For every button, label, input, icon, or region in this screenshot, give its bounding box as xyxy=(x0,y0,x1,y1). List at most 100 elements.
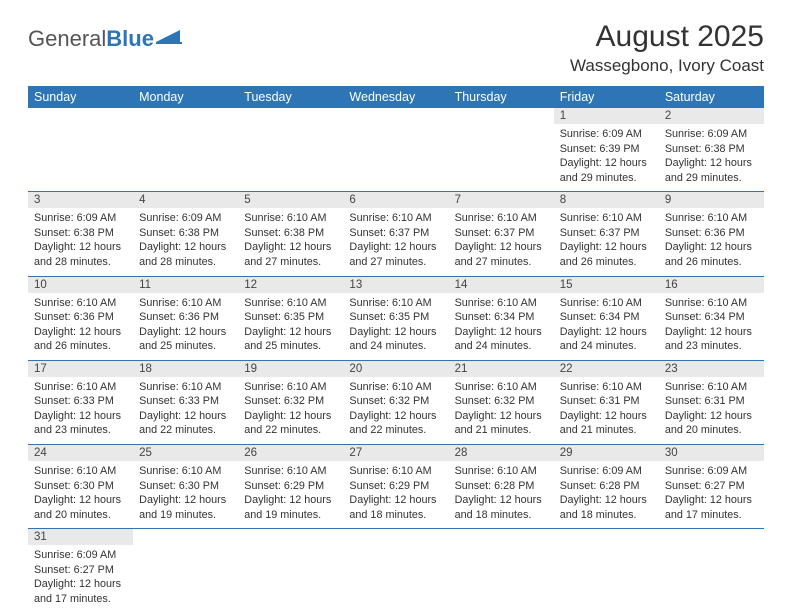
sunset-text: Sunset: 6:31 PM xyxy=(665,394,758,409)
calendar-cell: 20Sunrise: 6:10 AMSunset: 6:32 PMDayligh… xyxy=(343,360,448,444)
daylight-text: Daylight: 12 hours and 18 minutes. xyxy=(455,493,548,522)
sunrise-text: Sunrise: 6:10 AM xyxy=(244,296,337,311)
sunrise-text: Sunrise: 6:09 AM xyxy=(139,211,232,226)
sunrise-text: Sunrise: 6:10 AM xyxy=(349,464,442,479)
calendar-cell: 8Sunrise: 6:10 AMSunset: 6:37 PMDaylight… xyxy=(554,192,659,276)
day-number: 5 xyxy=(238,192,343,208)
sunset-text: Sunset: 6:30 PM xyxy=(34,479,127,494)
daylight-text: Daylight: 12 hours and 24 minutes. xyxy=(560,325,653,354)
day-details: Sunrise: 6:10 AMSunset: 6:29 PMDaylight:… xyxy=(343,461,448,528)
sunset-text: Sunset: 6:38 PM xyxy=(244,226,337,241)
calendar-cell xyxy=(343,108,448,192)
calendar-week-row: 1Sunrise: 6:09 AMSunset: 6:39 PMDaylight… xyxy=(28,108,764,192)
weekday-header: Tuesday xyxy=(238,86,343,108)
sunrise-text: Sunrise: 6:09 AM xyxy=(34,211,127,226)
sunset-text: Sunset: 6:27 PM xyxy=(34,563,127,578)
sunset-text: Sunset: 6:39 PM xyxy=(560,142,653,157)
calendar-cell: 12Sunrise: 6:10 AMSunset: 6:35 PMDayligh… xyxy=(238,276,343,360)
day-number: 4 xyxy=(133,192,238,208)
logo: GeneralBlue xyxy=(28,26,182,52)
day-number: 28 xyxy=(449,445,554,461)
sunset-text: Sunset: 6:32 PM xyxy=(349,394,442,409)
day-details: Sunrise: 6:10 AMSunset: 6:30 PMDaylight:… xyxy=(28,461,133,528)
daylight-text: Daylight: 12 hours and 27 minutes. xyxy=(244,240,337,269)
day-number: 20 xyxy=(343,361,448,377)
calendar-cell: 24Sunrise: 6:10 AMSunset: 6:30 PMDayligh… xyxy=(28,445,133,529)
day-details: Sunrise: 6:10 AMSunset: 6:34 PMDaylight:… xyxy=(659,293,764,360)
calendar-cell: 25Sunrise: 6:10 AMSunset: 6:30 PMDayligh… xyxy=(133,445,238,529)
day-number: 6 xyxy=(343,192,448,208)
day-number: 24 xyxy=(28,445,133,461)
sunset-text: Sunset: 6:34 PM xyxy=(560,310,653,325)
sunrise-text: Sunrise: 6:09 AM xyxy=(560,464,653,479)
day-details: Sunrise: 6:09 AMSunset: 6:27 PMDaylight:… xyxy=(28,545,133,612)
calendar-cell: 31Sunrise: 6:09 AMSunset: 6:27 PMDayligh… xyxy=(28,529,133,613)
weekday-header-row: SundayMondayTuesdayWednesdayThursdayFrid… xyxy=(28,86,764,108)
sunset-text: Sunset: 6:38 PM xyxy=(34,226,127,241)
daylight-text: Daylight: 12 hours and 26 minutes. xyxy=(34,325,127,354)
day-details: Sunrise: 6:10 AMSunset: 6:36 PMDaylight:… xyxy=(659,208,764,275)
location: Wassegbono, Ivory Coast xyxy=(570,56,764,76)
day-number: 9 xyxy=(659,192,764,208)
sunrise-text: Sunrise: 6:10 AM xyxy=(244,211,337,226)
calendar-cell: 7Sunrise: 6:10 AMSunset: 6:37 PMDaylight… xyxy=(449,192,554,276)
day-details: Sunrise: 6:10 AMSunset: 6:33 PMDaylight:… xyxy=(133,377,238,444)
daylight-text: Daylight: 12 hours and 19 minutes. xyxy=(244,493,337,522)
day-details: Sunrise: 6:09 AMSunset: 6:27 PMDaylight:… xyxy=(659,461,764,528)
weekday-header: Sunday xyxy=(28,86,133,108)
calendar-cell: 9Sunrise: 6:10 AMSunset: 6:36 PMDaylight… xyxy=(659,192,764,276)
sunset-text: Sunset: 6:31 PM xyxy=(560,394,653,409)
sunset-text: Sunset: 6:33 PM xyxy=(139,394,232,409)
calendar-cell: 17Sunrise: 6:10 AMSunset: 6:33 PMDayligh… xyxy=(28,360,133,444)
logo-text-general: General xyxy=(28,26,106,52)
calendar-cell: 18Sunrise: 6:10 AMSunset: 6:33 PMDayligh… xyxy=(133,360,238,444)
day-details: Sunrise: 6:10 AMSunset: 6:36 PMDaylight:… xyxy=(133,293,238,360)
day-details: Sunrise: 6:10 AMSunset: 6:38 PMDaylight:… xyxy=(238,208,343,275)
sunrise-text: Sunrise: 6:10 AM xyxy=(244,380,337,395)
sunrise-text: Sunrise: 6:09 AM xyxy=(665,127,758,142)
calendar-week-row: 3Sunrise: 6:09 AMSunset: 6:38 PMDaylight… xyxy=(28,192,764,276)
calendar-cell: 15Sunrise: 6:10 AMSunset: 6:34 PMDayligh… xyxy=(554,276,659,360)
day-number: 23 xyxy=(659,361,764,377)
calendar-body: 1Sunrise: 6:09 AMSunset: 6:39 PMDaylight… xyxy=(28,108,764,613)
sunrise-text: Sunrise: 6:10 AM xyxy=(139,296,232,311)
sunrise-text: Sunrise: 6:10 AM xyxy=(665,380,758,395)
title-block: August 2025 Wassegbono, Ivory Coast xyxy=(570,20,764,76)
daylight-text: Daylight: 12 hours and 20 minutes. xyxy=(665,409,758,438)
day-number: 2 xyxy=(659,108,764,124)
calendar-cell xyxy=(133,108,238,192)
day-number: 16 xyxy=(659,277,764,293)
calendar-cell xyxy=(554,529,659,613)
day-details: Sunrise: 6:09 AMSunset: 6:39 PMDaylight:… xyxy=(554,124,659,191)
sunrise-text: Sunrise: 6:10 AM xyxy=(560,211,653,226)
sunset-text: Sunset: 6:34 PM xyxy=(455,310,548,325)
day-number: 13 xyxy=(343,277,448,293)
sunrise-text: Sunrise: 6:10 AM xyxy=(244,464,337,479)
sunset-text: Sunset: 6:28 PM xyxy=(560,479,653,494)
day-details: Sunrise: 6:10 AMSunset: 6:31 PMDaylight:… xyxy=(659,377,764,444)
daylight-text: Daylight: 12 hours and 26 minutes. xyxy=(665,240,758,269)
sunrise-text: Sunrise: 6:10 AM xyxy=(349,296,442,311)
calendar-cell xyxy=(133,529,238,613)
day-number: 25 xyxy=(133,445,238,461)
calendar-cell xyxy=(449,529,554,613)
weekday-header: Friday xyxy=(554,86,659,108)
calendar-cell: 3Sunrise: 6:09 AMSunset: 6:38 PMDaylight… xyxy=(28,192,133,276)
daylight-text: Daylight: 12 hours and 26 minutes. xyxy=(560,240,653,269)
daylight-text: Daylight: 12 hours and 27 minutes. xyxy=(455,240,548,269)
sunrise-text: Sunrise: 6:10 AM xyxy=(560,296,653,311)
calendar-cell: 16Sunrise: 6:10 AMSunset: 6:34 PMDayligh… xyxy=(659,276,764,360)
weekday-header: Wednesday xyxy=(343,86,448,108)
calendar-cell: 6Sunrise: 6:10 AMSunset: 6:37 PMDaylight… xyxy=(343,192,448,276)
calendar-week-row: 10Sunrise: 6:10 AMSunset: 6:36 PMDayligh… xyxy=(28,276,764,360)
daylight-text: Daylight: 12 hours and 17 minutes. xyxy=(665,493,758,522)
day-details: Sunrise: 6:09 AMSunset: 6:38 PMDaylight:… xyxy=(659,124,764,191)
calendar-cell: 2Sunrise: 6:09 AMSunset: 6:38 PMDaylight… xyxy=(659,108,764,192)
day-details: Sunrise: 6:10 AMSunset: 6:35 PMDaylight:… xyxy=(343,293,448,360)
daylight-text: Daylight: 12 hours and 21 minutes. xyxy=(560,409,653,438)
day-details: Sunrise: 6:10 AMSunset: 6:31 PMDaylight:… xyxy=(554,377,659,444)
calendar-cell: 26Sunrise: 6:10 AMSunset: 6:29 PMDayligh… xyxy=(238,445,343,529)
day-details: Sunrise: 6:10 AMSunset: 6:34 PMDaylight:… xyxy=(554,293,659,360)
calendar-cell: 14Sunrise: 6:10 AMSunset: 6:34 PMDayligh… xyxy=(449,276,554,360)
daylight-text: Daylight: 12 hours and 22 minutes. xyxy=(244,409,337,438)
